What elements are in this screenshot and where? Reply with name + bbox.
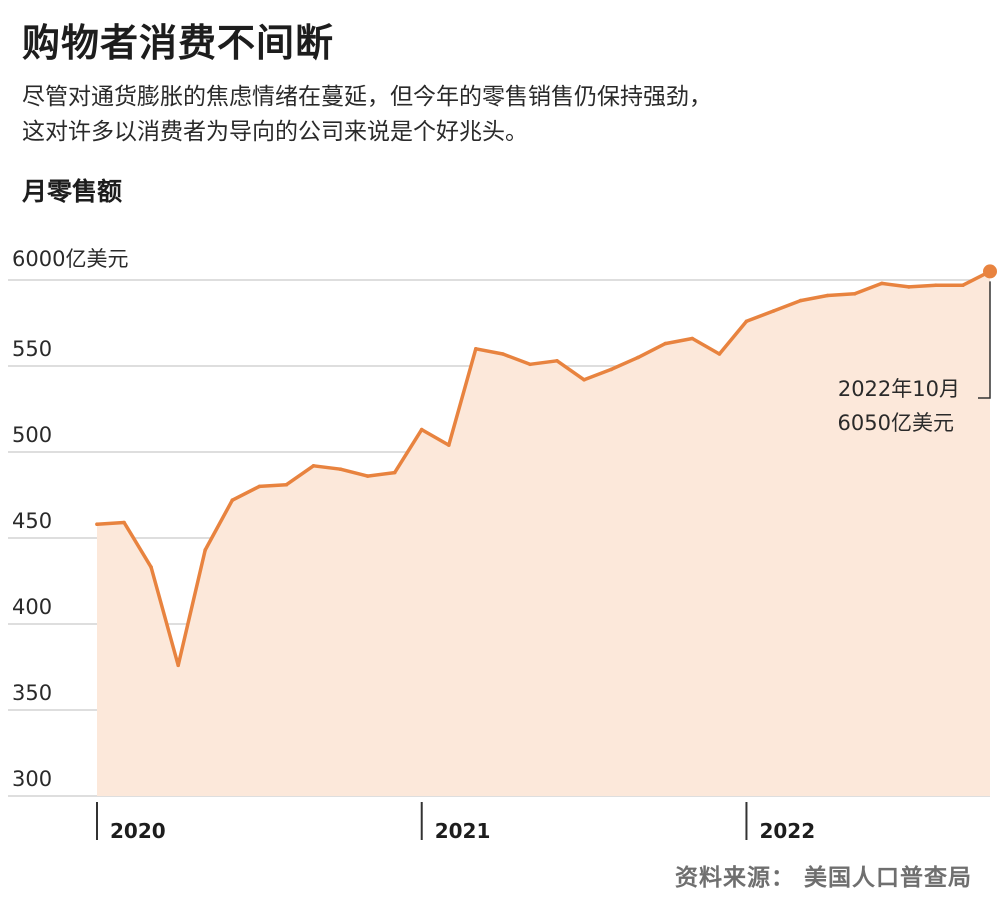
data-point (474, 347, 478, 351)
data-point (880, 281, 884, 286)
last-value-marker (983, 264, 997, 279)
data-point (771, 309, 776, 313)
data-point (230, 498, 235, 503)
data-point (149, 565, 153, 569)
data-point (609, 367, 613, 372)
data-point (257, 484, 262, 489)
data-point (176, 663, 180, 668)
y-tick-label-450: 450 (12, 509, 52, 533)
data-point (934, 283, 938, 288)
data-point (690, 336, 695, 341)
data-point (961, 283, 965, 288)
data-point (663, 341, 668, 346)
data-point (365, 474, 370, 478)
series-line (95, 269, 992, 668)
data-point (203, 548, 207, 552)
data-point (825, 293, 830, 298)
data-point (907, 285, 911, 289)
data-point (122, 520, 126, 525)
source-note: 资料来源： 美国人口普查局 (674, 865, 972, 891)
x-tick-label-2020: 2020 (110, 819, 166, 843)
data-point (501, 352, 505, 356)
x-tick-label-2022: 2022 (759, 819, 815, 843)
data-point (95, 522, 99, 526)
data-point (284, 482, 289, 487)
data-point (798, 298, 803, 303)
subtitle-line-2: 这对许多以消费者为导向的公司来说是个好兆头。 (22, 119, 528, 145)
data-point (744, 319, 749, 324)
data-point (392, 470, 397, 475)
data-point (419, 427, 424, 432)
chart-subtitle: 尽管对通货膨胀的焦虑情绪在蔓延，但今年的零售销售仍保持强劲， 这对许多以消费者为… (22, 80, 962, 150)
y-tick-label-300: 300 (12, 767, 52, 791)
data-point (582, 378, 586, 382)
data-point (555, 359, 559, 363)
series-line-layer (95, 264, 997, 668)
y-tick-labels: 550 500 450 400 350 300 (12, 337, 52, 791)
area-fill-layer (97, 271, 990, 796)
y-tick-label-400: 400 (12, 595, 52, 619)
x-tick-label-2021: 2021 (435, 819, 491, 843)
data-point (852, 292, 857, 296)
area-fill (97, 271, 990, 796)
y-tick-label-350: 350 (12, 681, 52, 705)
data-point (528, 362, 532, 367)
chart-label: 月零售额 (22, 177, 123, 206)
y-tick-label-550: 550 (12, 337, 52, 361)
data-point (338, 467, 343, 472)
data-point (717, 352, 722, 356)
annotation-layer: 2022年10月 6050亿美元 (838, 281, 991, 435)
y-tick-label-500: 500 (12, 423, 52, 447)
y-axis-unit-label: 6000亿美元 (12, 247, 129, 271)
chart-title: 购物者消费不间断 (22, 21, 335, 65)
data-point (636, 355, 640, 360)
annotation-leader-line (978, 281, 991, 399)
data-point (447, 443, 451, 447)
x-axis: 2020 2021 2022 (96, 802, 815, 843)
data-point (311, 464, 316, 468)
annotation-date: 2022年10月 (838, 377, 960, 401)
annotation-value: 6050亿美元 (838, 411, 954, 435)
subtitle-line-1: 尽管对通货膨胀的焦虑情绪在蔓延，但今年的零售销售仍保持强劲， (22, 84, 712, 110)
